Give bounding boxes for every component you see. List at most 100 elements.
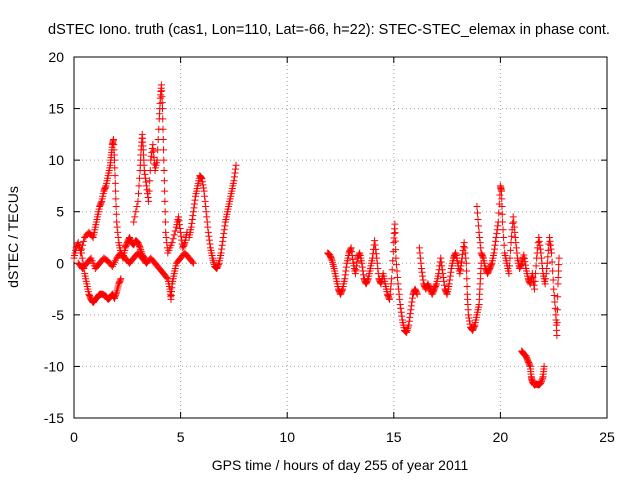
data-point <box>407 306 415 314</box>
data-point <box>493 230 501 238</box>
data-point <box>200 187 208 195</box>
data-point <box>160 156 168 164</box>
data-point <box>476 234 484 241</box>
data-point <box>494 222 502 230</box>
data-point <box>88 232 96 240</box>
y-tick-label: 5 <box>56 204 64 220</box>
y-tick-label: -15 <box>44 410 64 426</box>
data-point <box>398 312 406 320</box>
data-point <box>457 262 465 270</box>
data-point <box>160 166 168 174</box>
data-point <box>466 320 474 328</box>
data-point <box>144 194 152 202</box>
data-point <box>188 219 196 227</box>
data-point <box>327 255 335 263</box>
data-point <box>547 245 555 253</box>
data-point <box>445 280 453 288</box>
data-point <box>526 279 534 287</box>
data-point <box>349 255 357 263</box>
data-point <box>342 263 350 271</box>
data-point <box>113 223 121 231</box>
data-point <box>135 182 143 190</box>
data-point <box>447 268 455 276</box>
data-point <box>388 275 396 283</box>
data-point <box>543 264 551 272</box>
data-point <box>456 266 464 274</box>
data-point <box>531 277 539 285</box>
data-point <box>463 282 471 290</box>
data-point <box>80 237 88 245</box>
data-point <box>547 241 555 249</box>
data-point <box>500 234 508 241</box>
data-point <box>78 254 86 262</box>
data-point <box>475 222 483 230</box>
data-point <box>133 238 141 246</box>
data-point <box>203 218 211 226</box>
data-point <box>531 285 539 293</box>
data-point <box>230 173 238 181</box>
data-point <box>158 87 166 95</box>
data-point <box>554 280 562 288</box>
data-point <box>544 253 552 261</box>
data-point <box>499 226 507 234</box>
x-tick-label: 0 <box>70 429 78 445</box>
data-point <box>177 232 185 240</box>
data-point <box>373 259 381 267</box>
data-point <box>342 267 350 275</box>
data-point <box>530 281 538 289</box>
data-point <box>405 321 413 329</box>
data-point <box>456 270 464 278</box>
data-point <box>537 254 545 262</box>
data-point <box>521 352 529 360</box>
data-point <box>145 197 153 205</box>
data-point <box>554 273 562 281</box>
data-point <box>416 249 424 257</box>
data-point <box>231 165 239 173</box>
data-point <box>396 301 404 309</box>
data-point <box>387 285 395 293</box>
data-point <box>419 272 427 280</box>
data-point <box>132 208 140 216</box>
data-point <box>511 228 519 236</box>
x-axis-label: GPS time / hours of day 255 of year 2011 <box>212 457 469 473</box>
data-point <box>112 290 120 298</box>
data-point <box>162 228 170 236</box>
data-point <box>111 293 119 301</box>
data-point <box>408 294 416 302</box>
data-point <box>201 197 209 205</box>
data-point <box>372 245 380 253</box>
data-point <box>141 170 149 178</box>
data-point <box>438 266 446 274</box>
data-point <box>205 232 213 240</box>
data-point <box>548 258 556 266</box>
data-point <box>451 250 459 258</box>
data-point <box>462 254 470 262</box>
data-point <box>554 267 562 275</box>
data-point <box>512 239 520 247</box>
data-point <box>537 379 545 387</box>
data-point <box>461 249 469 257</box>
data-point <box>539 374 547 382</box>
data-point <box>341 271 349 279</box>
data-point <box>134 197 142 205</box>
data-point <box>477 244 485 252</box>
data-point <box>404 325 412 333</box>
data-point <box>392 246 400 254</box>
y-tick-label: 15 <box>48 101 64 117</box>
data-point <box>395 290 403 298</box>
data-point <box>419 276 427 284</box>
data-point <box>348 252 356 260</box>
data-point <box>513 249 521 257</box>
data-point <box>171 227 179 235</box>
data-point <box>526 361 534 369</box>
data-point <box>532 262 540 270</box>
data-point <box>77 245 85 253</box>
data-point <box>351 270 359 278</box>
data-point <box>142 178 150 186</box>
data-point <box>140 166 148 174</box>
data-point <box>359 267 367 275</box>
data-point <box>189 208 197 216</box>
x-tick-label: 5 <box>177 429 185 445</box>
data-point <box>347 244 355 252</box>
